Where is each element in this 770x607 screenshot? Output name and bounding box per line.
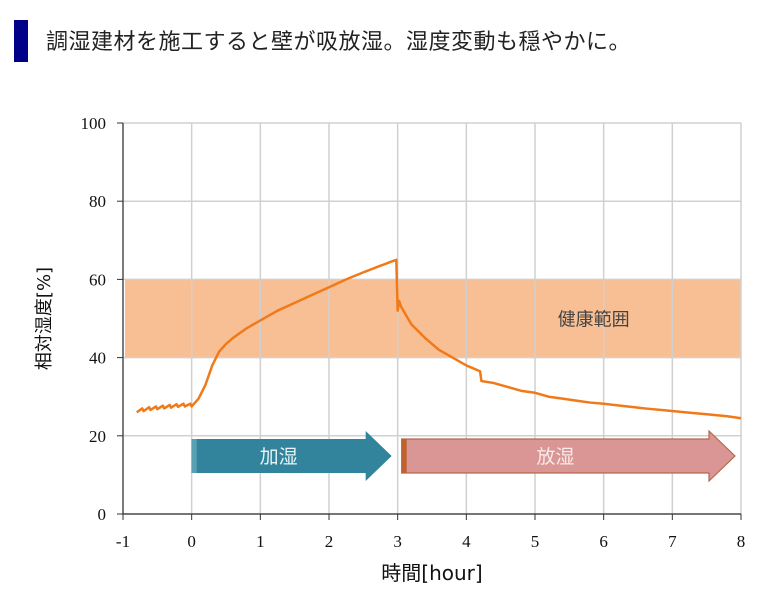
x-tick-label: -1 bbox=[116, 532, 130, 551]
x-tick-label: 2 bbox=[325, 532, 334, 551]
x-tick-label: 5 bbox=[531, 532, 540, 551]
page-title: 調湿建材を施工すると壁が吸放湿。湿度変動も穏やかに。 bbox=[46, 30, 632, 55]
arrow-tail-mark bbox=[401, 439, 407, 473]
y-tick-label: 80 bbox=[89, 192, 106, 211]
y-tick-label: 60 bbox=[89, 270, 106, 289]
x-tick-label: 6 bbox=[599, 532, 608, 551]
arrow-absorb bbox=[191, 431, 392, 481]
arrow-label: 放湿 bbox=[536, 446, 574, 468]
x-tick-label: 3 bbox=[393, 532, 402, 551]
title-accent-bar bbox=[14, 20, 28, 62]
x-tick-label: 1 bbox=[256, 532, 265, 551]
y-tick-label: 40 bbox=[89, 349, 106, 368]
arrow-release bbox=[401, 429, 736, 483]
y-tick-label: 20 bbox=[89, 427, 106, 446]
x-axis-label: 時間[hour] bbox=[381, 561, 482, 585]
humidity-series-line bbox=[136, 258, 742, 420]
healthy-range-label: 健康範囲 bbox=[558, 310, 630, 331]
y-tick-label: 100 bbox=[81, 114, 107, 133]
y-axis-label: 相対湿度[%] bbox=[34, 267, 55, 370]
arrow-label: 加湿 bbox=[260, 446, 298, 468]
x-tick-label: 7 bbox=[668, 532, 677, 551]
x-tick-label: 0 bbox=[187, 532, 196, 551]
y-tick-label: 0 bbox=[98, 505, 107, 524]
x-tick-label: 4 bbox=[462, 532, 471, 551]
arrow-tail-mark bbox=[191, 439, 197, 473]
x-tick-label: 8 bbox=[737, 532, 746, 551]
